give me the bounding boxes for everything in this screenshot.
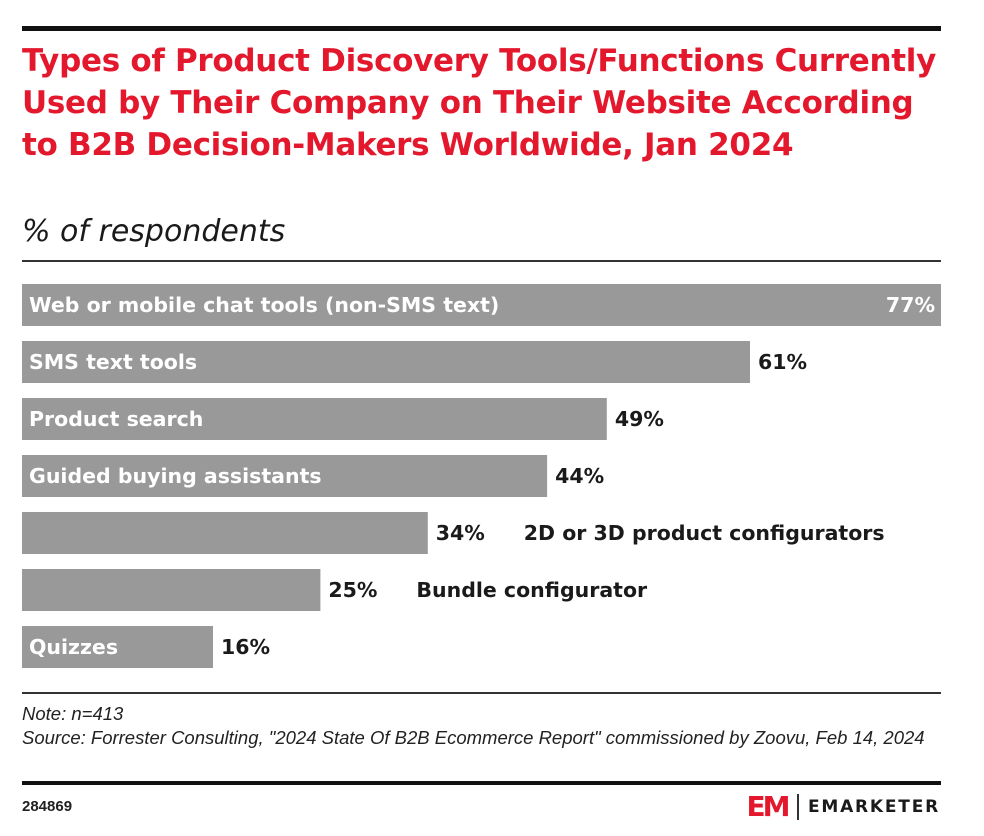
value-label-3: 44% xyxy=(555,464,604,488)
value-label-6: 16% xyxy=(221,635,270,659)
top-rule xyxy=(22,26,941,31)
value-label-2: 49% xyxy=(615,407,664,431)
brand-mark: EM xyxy=(746,790,790,823)
category-label-6: Quizzes xyxy=(29,635,118,659)
value-label-0: 77% xyxy=(886,293,935,317)
category-label-5: Bundle configurator xyxy=(416,578,648,602)
value-label-5: 25% xyxy=(328,578,377,602)
bottom-rule xyxy=(22,781,941,785)
chart-subtitle: % of respondents xyxy=(22,214,286,249)
bar-0 xyxy=(22,284,941,326)
brand-name: EMARKETER xyxy=(807,797,940,817)
bar-3 xyxy=(22,455,548,497)
category-label-4: 2D or 3D product configurators xyxy=(524,521,885,545)
bar-6 xyxy=(22,626,213,668)
bar-4 xyxy=(22,512,428,554)
source-note: Source: Forrester Consulting, "2024 Stat… xyxy=(22,727,925,748)
chart-title: Types of Product Discovery Tools/Functio… xyxy=(22,43,937,163)
bar-chart: Web or mobile chat tools (non-SMS text) 7… xyxy=(22,284,941,668)
bar-5 xyxy=(22,569,321,611)
bar-1 xyxy=(22,341,750,383)
value-label-1: 61% xyxy=(758,350,807,374)
sample-note: Note: n=413 xyxy=(22,703,124,724)
bar-2 xyxy=(22,398,607,440)
chart-id: 284869 xyxy=(22,798,73,815)
chart-notes: Note: n=413 Source: Forrester Consulting… xyxy=(22,702,952,750)
footer-divider xyxy=(22,692,941,694)
category-label-3: Guided buying assistants xyxy=(29,464,322,488)
category-label-2: Product search xyxy=(29,407,203,431)
category-label-0: Web or mobile chat tools (non-SMS text) xyxy=(29,293,499,317)
value-label-4: 34% xyxy=(436,521,485,545)
header-divider xyxy=(22,260,941,262)
brand-separator xyxy=(797,794,799,820)
category-label-1: SMS text tools xyxy=(29,350,197,374)
emarketer-logo: EM EMARKETER xyxy=(746,792,940,822)
